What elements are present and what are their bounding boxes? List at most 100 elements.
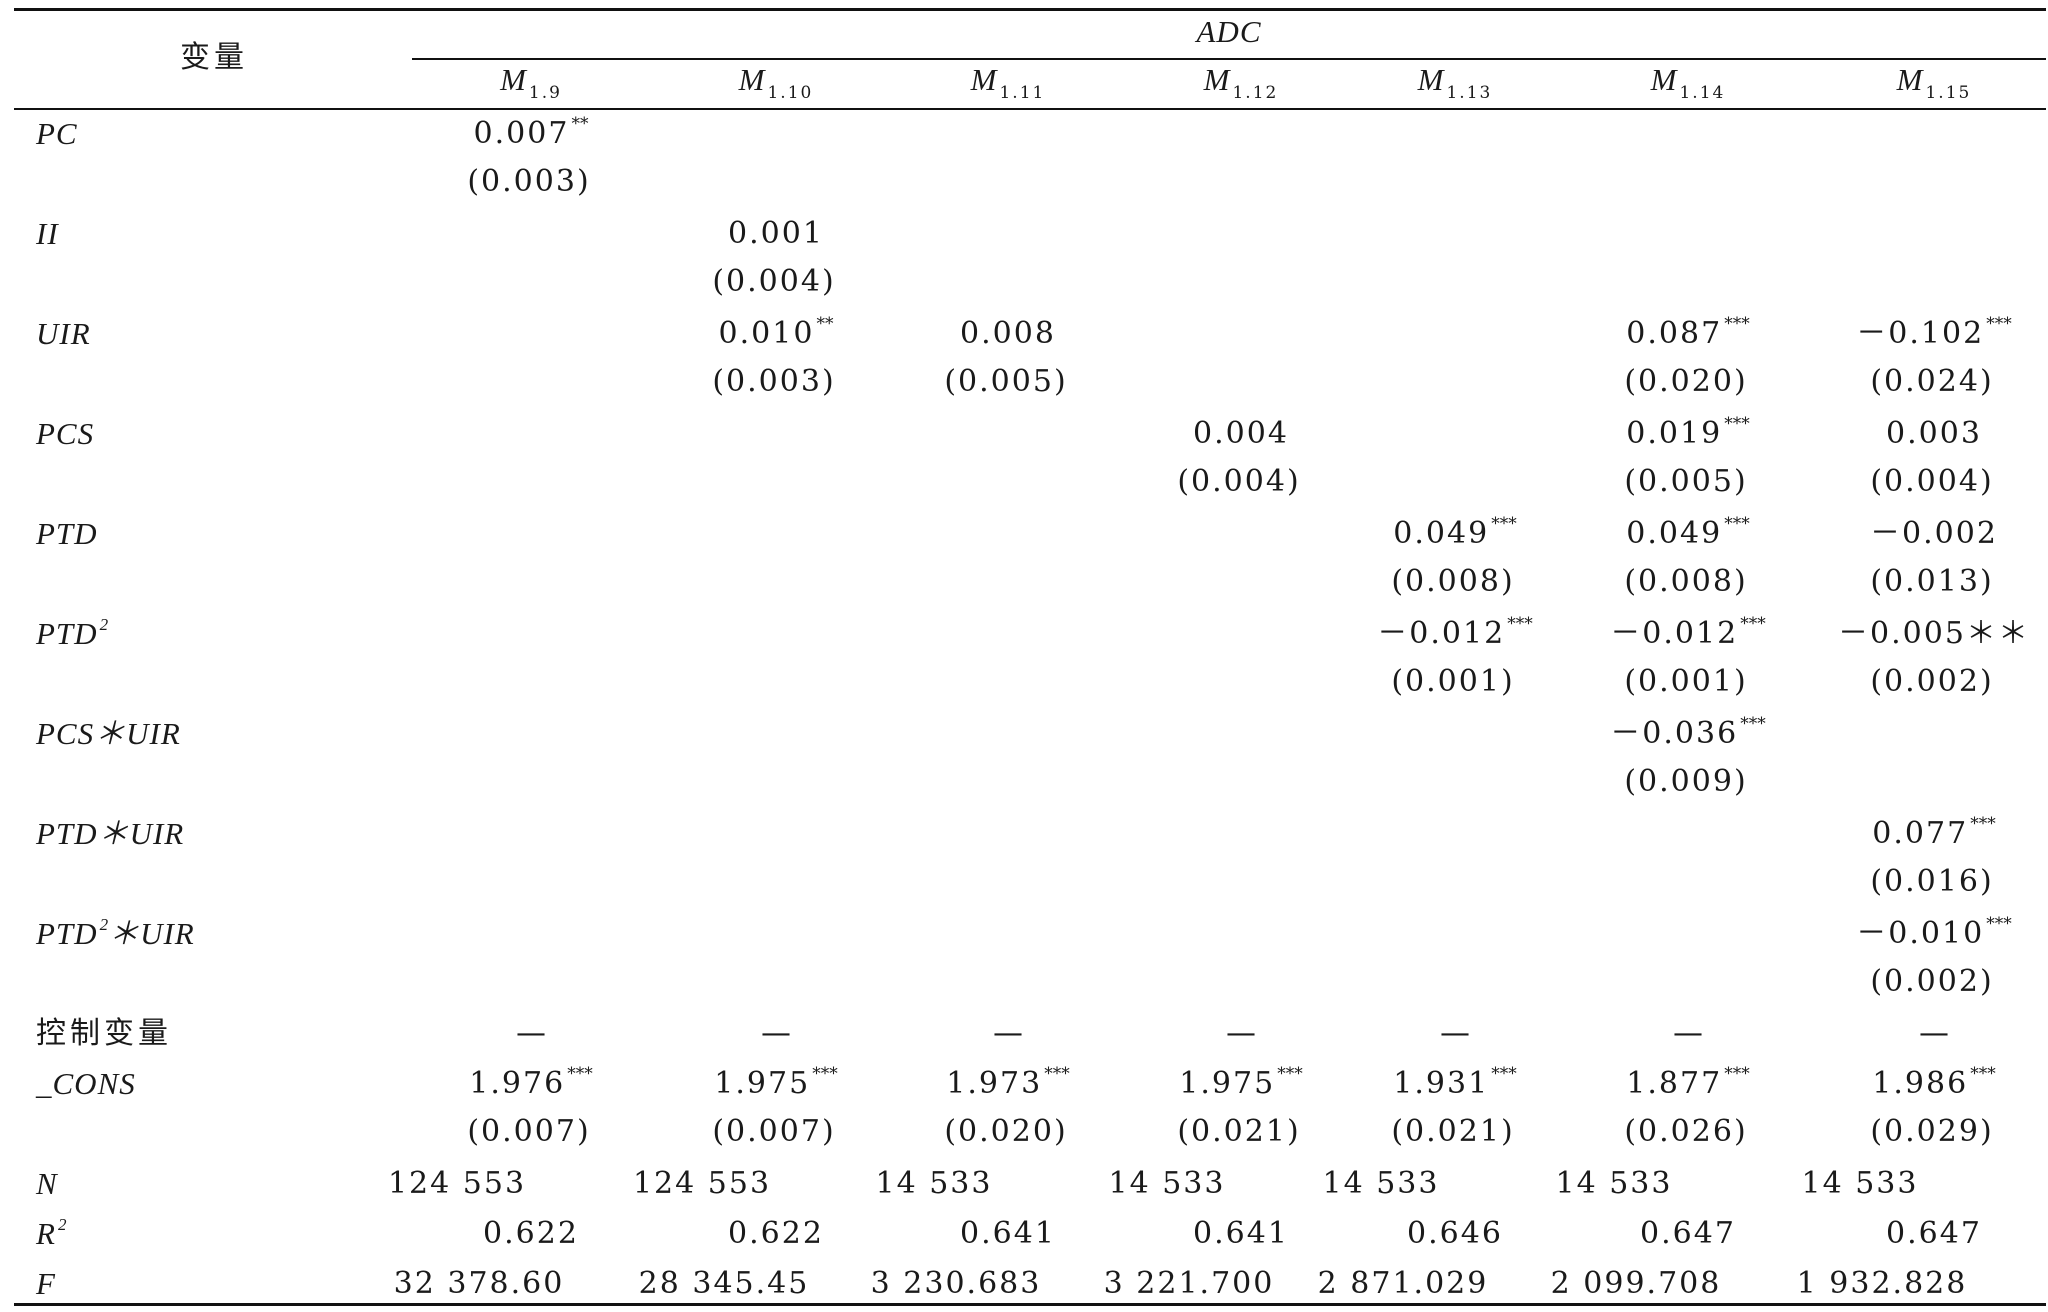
coefficient: 0.010 ** <box>719 316 834 352</box>
row-label-text: PTD <box>36 516 98 551</box>
stat-value: 2 099.708 <box>1550 1266 1722 1301</box>
row-label-text: PCS＊UIR <box>36 716 181 751</box>
coefficient: －0.102 *** <box>1856 316 2011 352</box>
coefficient: 0.087 *** <box>1626 316 1749 352</box>
controls-dash: — <box>1226 1016 1256 1051</box>
coefficient-value: 0.008 <box>960 316 1056 351</box>
coefficient-value: 1.975 <box>714 1066 811 1101</box>
model-letter: M <box>1650 62 1678 97</box>
row-label-suffix: ＊UIR <box>108 916 195 951</box>
f-row-value: 1 932.828 <box>1797 1266 1968 1302</box>
stat-value: 0.647 <box>1640 1216 1736 1251</box>
model-letter: M <box>1417 62 1445 97</box>
standard-error-value: (0.020) <box>944 1114 1068 1149</box>
header-rule <box>14 108 2046 110</box>
coefficient: 0.008 <box>960 316 1056 352</box>
row-label-text: PTD <box>36 616 98 651</box>
significance-stars: *** <box>1277 1064 1303 1084</box>
constant-standard-error: (0.026) <box>1624 1114 1747 1150</box>
significance-stars: ** <box>571 114 589 134</box>
controls-dash: — <box>516 1016 546 1051</box>
f-row-value: 2 099.708 <box>1551 1266 1722 1302</box>
f-row-value: 3 221.700 <box>1104 1266 1275 1302</box>
significance-stars: *** <box>1724 1064 1750 1084</box>
model-subscript: 1.11 <box>999 83 1046 103</box>
stat-value: 0.622 <box>483 1216 579 1251</box>
model-subscript: 1.9 <box>528 83 562 103</box>
row-label: UIR <box>36 316 91 352</box>
controls-dash: — <box>1673 1016 1703 1051</box>
controls-dash: — <box>1919 1016 1949 1051</box>
significance-stars: *** <box>1740 714 1766 734</box>
stat-value: 2 871.029 <box>1317 1266 1489 1301</box>
coefficient-value: 0.049 <box>1393 516 1490 551</box>
significance-stars: *** <box>1044 1064 1070 1084</box>
controls-indicator: — <box>1440 1016 1470 1052</box>
constant-label: _CONS <box>36 1066 136 1102</box>
bottom-rule <box>14 1303 2046 1306</box>
standard-error-value: (0.026) <box>1624 1114 1748 1149</box>
coefficient: －0.036 *** <box>1610 716 1765 752</box>
n-row-value: 14 533 <box>1323 1166 1440 1202</box>
standard-error: (0.003) <box>712 364 835 400</box>
stat-value: 28 345.45 <box>638 1266 810 1301</box>
standard-error-value: (0.003) <box>712 364 836 399</box>
coefficient: －0.005＊＊ <box>1838 616 2030 652</box>
standard-error-value: (0.001) <box>1624 664 1748 699</box>
constant-coefficient: 1.976 *** <box>469 1066 592 1102</box>
coefficient: －0.002 <box>1870 516 1998 552</box>
model-header: M 1.15 <box>1896 62 1972 102</box>
coefficient-value: 1.975 <box>1179 1066 1276 1101</box>
constant-standard-error: (0.029) <box>1870 1114 1993 1150</box>
coefficient: 0.001 <box>728 216 824 252</box>
standard-error-value: (0.021) <box>1391 1114 1515 1149</box>
significance-stars: *** <box>812 1064 838 1084</box>
stat-value: 14 533 <box>1801 1166 1919 1201</box>
coefficient: －0.012 *** <box>1377 616 1532 652</box>
adc-group-rule <box>412 58 2046 60</box>
coefficient: 0.007 ** <box>474 116 589 152</box>
constant-coefficient: 1.986 *** <box>1872 1066 1995 1102</box>
r-squared-row-value: 0.646 <box>1407 1216 1503 1252</box>
standard-error-value: (0.024) <box>1870 364 1994 399</box>
constant-standard-error: (0.007) <box>712 1114 835 1150</box>
coefficient-value: －0.102 <box>1856 316 1985 351</box>
standard-error: (0.009) <box>1624 764 1747 800</box>
stat-value: 14 533 <box>875 1166 993 1201</box>
row-label-superscript: 2 <box>99 915 109 934</box>
coefficient-value: 0.019 <box>1626 416 1723 451</box>
standard-error: (0.013) <box>1870 564 1993 600</box>
f-row-value: 3 230.683 <box>871 1266 1042 1302</box>
standard-error-value: (0.008) <box>1624 564 1748 599</box>
standard-error: (0.008) <box>1624 564 1747 600</box>
standard-error: (0.024) <box>1870 364 1993 400</box>
coefficient: 0.003 <box>1886 416 1982 452</box>
f-row-label: F <box>36 1266 56 1302</box>
f-row-value: 2 871.029 <box>1318 1266 1489 1302</box>
standard-error: (0.003) <box>467 164 590 200</box>
n-row-value: 14 533 <box>1109 1166 1226 1202</box>
standard-error-value: (0.021) <box>1177 1114 1301 1149</box>
coefficient-value: 1.973 <box>946 1066 1043 1101</box>
n-row-value: 14 533 <box>876 1166 993 1202</box>
model-header: M 1.10 <box>739 62 814 102</box>
row-label: PTD <box>36 516 98 552</box>
row-label-text: UIR <box>36 316 91 351</box>
standard-error-value: (0.004) <box>712 264 836 299</box>
standard-error: (0.020) <box>1624 364 1747 400</box>
stat-label-text: N <box>36 1166 58 1201</box>
stat-value: 124 553 <box>387 1166 527 1201</box>
standard-error: (0.004) <box>712 264 835 300</box>
coefficient-value: 0.077 <box>1872 816 1969 851</box>
model-letter: M <box>1896 62 1924 97</box>
significance-stars: *** <box>1740 614 1766 634</box>
coefficient: 0.049 *** <box>1393 516 1516 552</box>
r-squared-row-value: 0.622 <box>728 1216 824 1252</box>
coefficient-value: －0.010 <box>1856 916 1985 951</box>
coefficient: 0.077 *** <box>1872 816 1995 852</box>
row-label-text: PTD＊UIR <box>36 816 185 851</box>
coefficient-value: 0.049 <box>1626 516 1723 551</box>
coefficient-value: 1.986 <box>1872 1066 1969 1101</box>
model-header: M 1.14 <box>1650 62 1726 102</box>
